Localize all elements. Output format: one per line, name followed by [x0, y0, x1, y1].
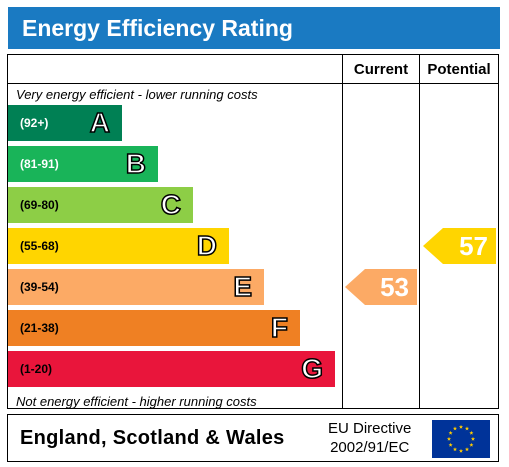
chart-title: Energy Efficiency Rating — [8, 7, 500, 49]
flag-star-icon — [469, 442, 474, 447]
band-e-letter: E — [233, 270, 253, 303]
eu-flag-icon — [432, 420, 490, 458]
band-a: (92+) A — [8, 105, 122, 141]
column-divider-potential — [419, 54, 420, 409]
flag-star-icon — [448, 430, 453, 435]
band-a-range: (92+) — [20, 116, 49, 130]
band-g-letter: G — [300, 352, 323, 385]
rating-frame — [7, 54, 499, 409]
footer-country: England, Scotland & Wales — [20, 427, 285, 449]
band-c-letter: C — [160, 188, 182, 221]
band-f-range: (21-38) — [20, 321, 59, 335]
band-c-range: (69-80) — [20, 198, 59, 212]
flag-star-icon — [464, 447, 470, 452]
band-f: (21-38) F — [8, 310, 300, 346]
current-rating-arrow-shape — [345, 269, 417, 305]
eu-directive-line2: 2002/91/EC — [330, 439, 410, 456]
flag-star-icon — [452, 426, 458, 431]
band-b: (81-91) B — [8, 146, 158, 182]
current-column-header: Current — [353, 61, 409, 78]
potential-column-header: Potential — [427, 61, 491, 78]
band-b-letter: B — [125, 147, 147, 180]
band-d: (55-68) D — [8, 228, 229, 264]
flag-star-icon — [458, 448, 464, 453]
current-rating-arrow: 53 — [345, 269, 417, 305]
flag-star-icon — [470, 436, 476, 441]
band-c: (69-80) C — [8, 187, 193, 223]
flag-star-icon — [464, 426, 470, 431]
band-d-range: (55-68) — [20, 239, 59, 253]
eu-directive: EU Directive 2002/91/EC — [328, 419, 411, 457]
potential-rating-arrow-shape — [423, 228, 496, 264]
potential-rating-arrow: 57 — [423, 228, 496, 264]
flag-star-icon — [446, 436, 452, 441]
band-b-range: (81-91) — [20, 157, 59, 171]
flag-star-icon — [448, 442, 453, 447]
band-a-letter: A — [89, 106, 111, 139]
band-e: (39-54) E — [8, 269, 264, 305]
band-f-letter: F — [270, 311, 289, 344]
band-e-range: (39-54) — [20, 280, 59, 294]
band-g: (1-20) G — [8, 351, 335, 387]
potential-rating-value: 57 — [459, 231, 488, 261]
flag-star-icon — [452, 447, 458, 452]
band-d-letter: D — [196, 229, 218, 262]
flag-star-icon — [458, 424, 464, 429]
column-divider-current — [342, 54, 343, 409]
footer: England, Scotland & Wales EU Directive 2… — [7, 414, 499, 462]
bottom-note: Not energy efficient - higher running co… — [16, 394, 257, 409]
flag-star-icon — [469, 430, 474, 435]
header-divider — [7, 83, 499, 84]
current-rating-value: 53 — [380, 272, 409, 302]
top-note: Very energy efficient - lower running co… — [16, 87, 258, 102]
band-g-range: (1-20) — [20, 362, 53, 376]
eu-directive-line1: EU Directive — [328, 420, 412, 437]
